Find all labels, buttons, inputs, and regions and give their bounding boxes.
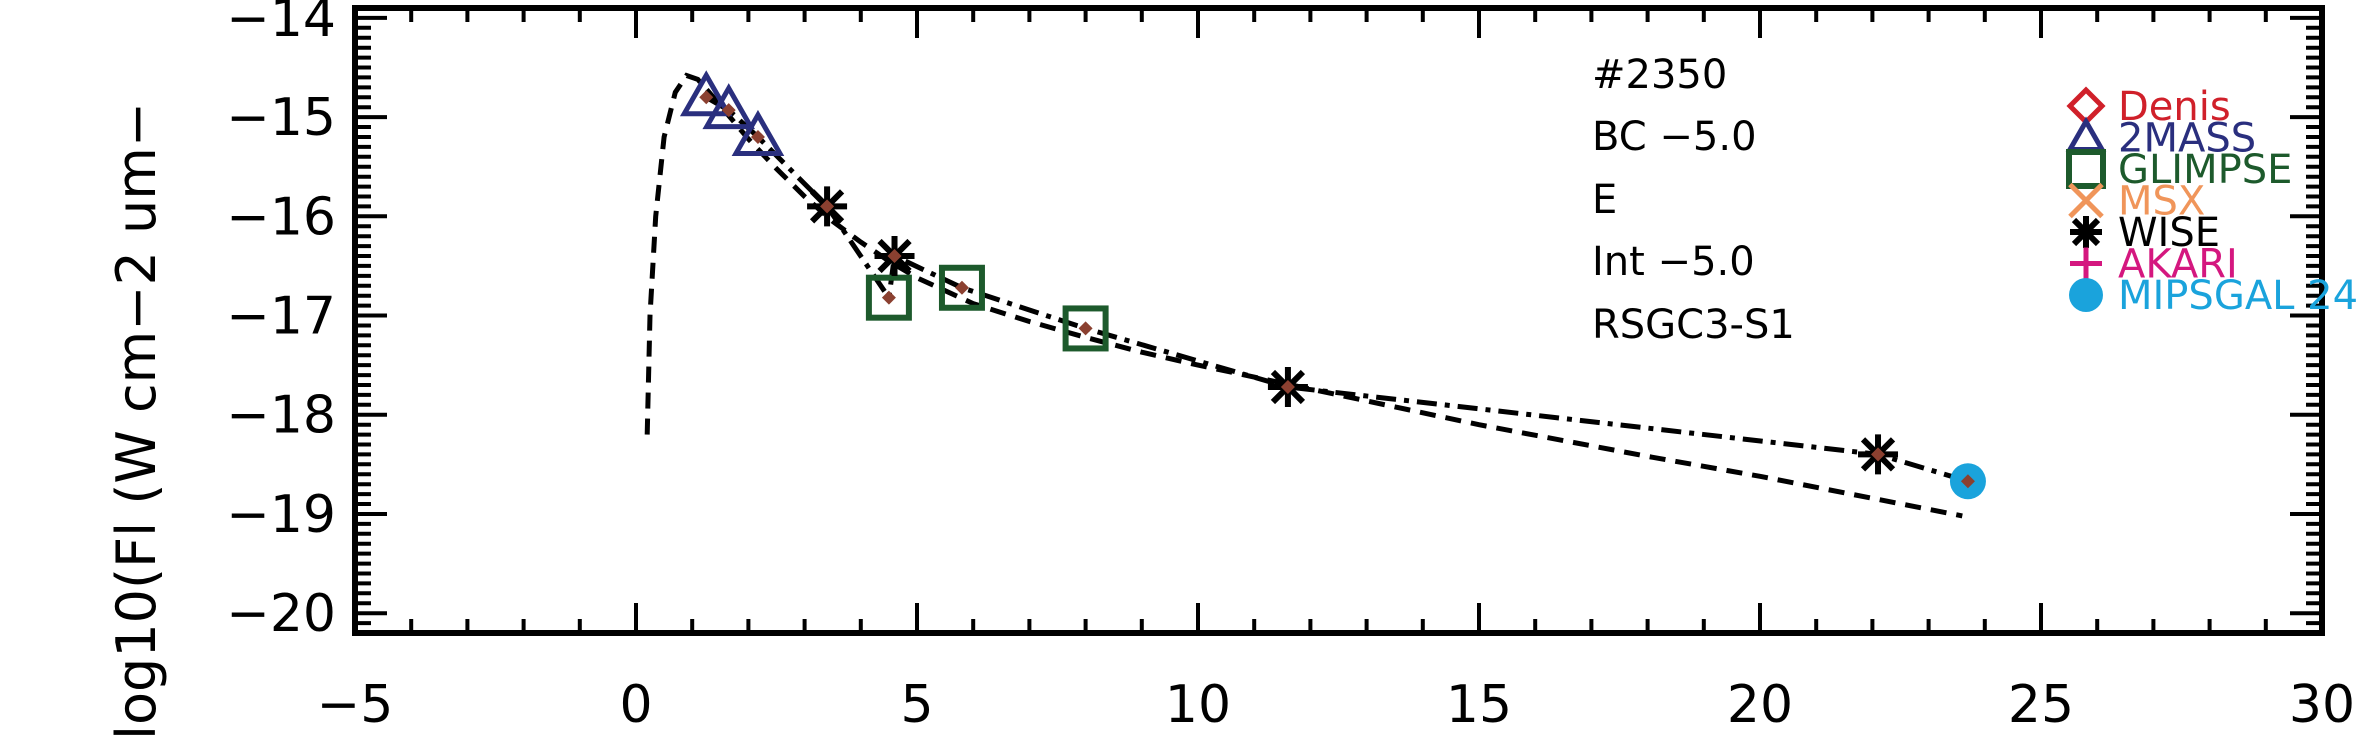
y-tick-label: −20 xyxy=(226,584,336,644)
y-tick-label: −14 xyxy=(226,0,336,49)
data-point-small-diamond xyxy=(699,90,714,105)
x-axis-tick-labels: −5 0 5 10 15 20 25 30 xyxy=(317,675,2355,735)
x-tick-label: −5 xyxy=(317,675,394,735)
legend-label: MSX xyxy=(2118,179,2205,225)
annotation-block: #2350 BC −5.0 E Int −5.0 RSGC3-S1 xyxy=(1592,52,1795,348)
data-point-small-diamond xyxy=(750,129,765,144)
data-point-small-diamond xyxy=(887,249,902,264)
x-tick-label: 5 xyxy=(900,675,933,735)
data-point-small-diamond xyxy=(954,280,969,295)
annotation-id: #2350 xyxy=(1592,52,1727,98)
legend-marker-square xyxy=(2066,149,2106,189)
y-axis-tick-labels: −20 −19 −18 −17 −16 −15 −14 xyxy=(226,0,336,644)
legend-label: MIPSGAL 24 xyxy=(2118,273,2358,319)
annotation-ext: E xyxy=(1592,177,1617,223)
legend-label: Denis xyxy=(2118,84,2231,130)
annotation-name: RSGC3-S1 xyxy=(1592,302,1795,348)
legend-label: 2MASS xyxy=(2118,116,2256,162)
x-tick-label: 30 xyxy=(2289,675,2355,735)
model-curve-dash-dot xyxy=(705,95,1969,484)
x-tick-label: 20 xyxy=(1727,675,1793,735)
plot-frame xyxy=(352,5,2325,636)
data-point-square xyxy=(865,274,912,321)
y-tick-label: −15 xyxy=(226,88,336,148)
data-markers xyxy=(679,70,1986,500)
legend-marker-asterisk xyxy=(2070,216,2102,248)
data-point-small-diamond xyxy=(721,103,736,118)
axis-ticks xyxy=(353,6,2324,635)
y-tick-label: −18 xyxy=(226,386,336,446)
model-curves xyxy=(644,72,1969,519)
legend-marker-circle xyxy=(2069,278,2103,312)
x-tick-label: 15 xyxy=(1446,675,1512,735)
data-point-small-diamond xyxy=(1871,447,1886,462)
legend-marker-plus xyxy=(2070,247,2102,280)
tick-marks xyxy=(353,6,2324,635)
y-tick-label: −17 xyxy=(226,287,336,347)
y-tick-label: −19 xyxy=(226,485,336,545)
data-point-small-diamond xyxy=(881,290,896,305)
data-point-square xyxy=(1062,305,1109,352)
plot-frame-border xyxy=(352,5,2325,636)
y-axis-label: log10(Fl (W cm−2 um− xyxy=(105,102,168,740)
data-point-triangle xyxy=(679,70,733,117)
x-tick-label: 0 xyxy=(619,675,652,735)
data-point-small-diamond xyxy=(1280,379,1295,394)
legend-label: GLIMPSE xyxy=(2118,147,2292,193)
data-point-small-diamond xyxy=(820,199,835,214)
data-point-triangle xyxy=(731,109,785,156)
x-tick-label: 10 xyxy=(1165,675,1231,735)
data-point-triangle xyxy=(702,83,756,130)
data-point-square xyxy=(938,264,985,311)
y-tick-label: −16 xyxy=(226,187,336,247)
data-point-small-diamond xyxy=(1960,474,1975,489)
legend-marker-triangle xyxy=(2065,116,2107,152)
data-point-small-diamond xyxy=(1078,321,1093,336)
legend-marker-x xyxy=(2068,182,2104,219)
annotation-bc: BC −5.0 xyxy=(1592,114,1757,160)
model-curve-dashed xyxy=(644,72,1963,519)
legend-label: WISE xyxy=(2118,210,2220,256)
annotation-int: Int −5.0 xyxy=(1592,239,1755,285)
x-tick-label: 25 xyxy=(2008,675,2074,735)
legend-label: AKARI xyxy=(2118,242,2238,288)
